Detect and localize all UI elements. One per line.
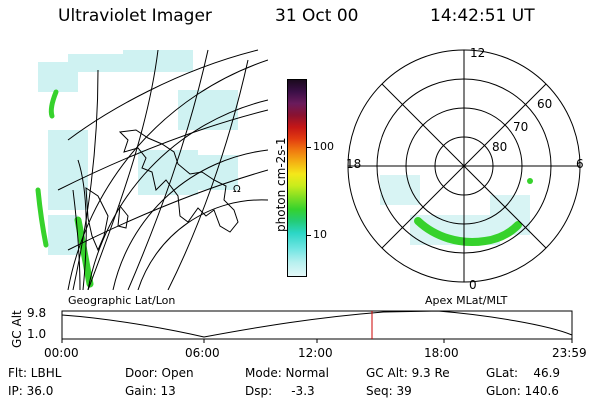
mlt-label-0: 0 (469, 278, 477, 292)
aurora-arc-left (35, 187, 49, 248)
map-grid (57, 49, 268, 290)
timeline-xtick-3: 18:00 (424, 346, 459, 360)
timeline-ylabel: GC Alt (10, 310, 24, 348)
timeline-ytick-top: 9.8 (27, 306, 47, 320)
colorbar-label-10: 10 (313, 228, 327, 241)
info-ip: IP: 36.0 (8, 384, 54, 398)
colorbar-tick-100 (307, 147, 311, 148)
colorbar-tick-10 (307, 235, 311, 236)
info-door: Door: Open (125, 366, 194, 380)
geographic-map: Ω (35, 49, 268, 290)
timeline-ticks (61, 339, 573, 343)
info-gain: Gain: 13 (125, 384, 176, 398)
polar-plot (347, 49, 581, 283)
timeline-xtick-4: 23:59 (552, 346, 587, 360)
timeline-ytick-bottom: 1.0 (27, 327, 47, 341)
info-dsp: Dsp: -3.3 (245, 384, 315, 398)
mlt-label-12: 12 (470, 46, 486, 60)
mlt-label-6: 6 (576, 157, 584, 171)
altitude-curve (61, 310, 573, 338)
info-glat: GLat: 46.9 (486, 366, 561, 380)
map-symbol: Ω (233, 184, 241, 195)
instrument-title: Ultraviolet Imager (58, 6, 212, 26)
colorbar-unit-label: photon cm-2s-1 (274, 137, 288, 233)
info-flt: Flt: LBHL (8, 366, 62, 380)
info-seq: Seq: 39 (366, 384, 412, 398)
timeline-xtick-0: 00:00 (44, 346, 79, 360)
info-mode: Mode: Normal (245, 366, 329, 380)
colorbar-label-100: 100 (313, 140, 334, 153)
timeline-xtick-1: 06:00 (185, 346, 220, 360)
geographic-label: Geographic Lat/Lon (68, 294, 176, 307)
timeline-plot (61, 310, 573, 343)
apex-label: Apex MLat/MLT (425, 294, 508, 307)
aurora-arc-main (74, 216, 94, 288)
mlat-label-70: 70 (513, 120, 529, 134)
info-gc-alt: GC Alt: 9.3 Re (366, 366, 450, 380)
mlat-label-80: 80 (492, 140, 508, 154)
date-label: 31 Oct 00 (275, 6, 359, 26)
mlat-label-60: 60 (537, 97, 553, 111)
mlt-label-18: 18 (346, 157, 362, 171)
timeline-xtick-2: 12:00 (298, 346, 333, 360)
time-label: 14:42:51 UT (430, 6, 535, 26)
aurora-arc-upper (48, 89, 59, 119)
map-speckle (38, 50, 238, 255)
polar-grid (347, 49, 581, 283)
colorbar (287, 79, 307, 277)
timeline-frame (61, 310, 573, 340)
coastline (85, 129, 239, 252)
polar-aurora (414, 217, 522, 246)
info-glon: GLon: 140.6 (486, 384, 559, 398)
polar-aurora-spot (527, 178, 533, 184)
